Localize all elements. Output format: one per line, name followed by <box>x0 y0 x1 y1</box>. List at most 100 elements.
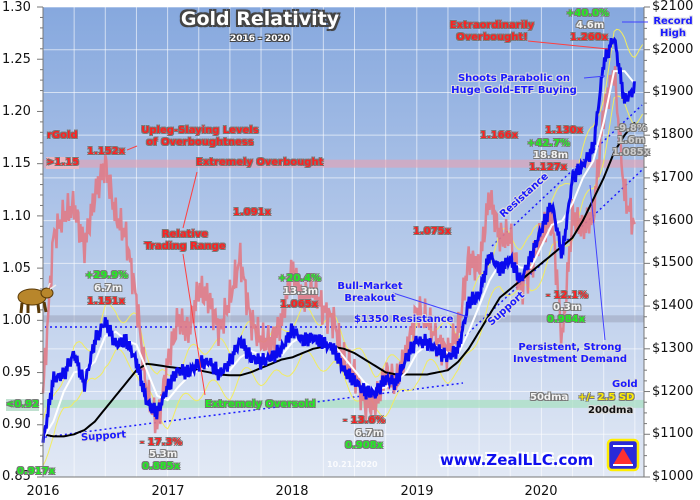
left-tick: 0.90 <box>2 417 31 432</box>
extraordinary-arrow <box>527 40 609 50</box>
downleg-rgold: 1.085x <box>612 147 651 158</box>
upleg-duration: 4.6m <box>576 20 605 31</box>
right-tick: $1200 <box>652 383 694 399</box>
downleg-loss: -9.8% <box>615 123 647 134</box>
overbought-marker: >1.15 <box>46 157 80 169</box>
date-stamp: 10.21.2020 <box>327 460 378 469</box>
website-link[interactable]: www.ZealLLC.com <box>440 451 594 469</box>
right-tick: $1400 <box>652 298 694 314</box>
rgold-value: 1.075x <box>413 226 452 237</box>
parabolic-label-1: Shoots Parabolic on <box>457 73 571 84</box>
legend-bands: +/- 2.5 SD <box>578 392 635 403</box>
parabolic-label-2: Huge Gold-ETF Buying <box>451 85 577 96</box>
upleg-label-1: Upleg-Slaying Levels <box>141 125 259 136</box>
left-tick: 1.20 <box>2 104 31 119</box>
upleg-rgold: 1.065x <box>280 299 319 310</box>
left-tick: 0.85 <box>2 469 31 484</box>
rgold-label: rGold <box>47 130 78 141</box>
left-tick: 1.30 <box>2 0 31 15</box>
series <box>41 28 644 466</box>
oversold-arrow <box>182 253 206 396</box>
right-tick: $1000 <box>652 469 694 484</box>
x-tick: 2020 <box>524 484 558 499</box>
rgold-value: 1.130x <box>545 125 584 136</box>
record-high-label-2: High <box>659 28 687 39</box>
downleg-rgold: 0.908x <box>345 440 384 451</box>
downleg-duration: 1.6m <box>617 135 646 146</box>
channel-resistance-line <box>491 104 643 247</box>
right-tick: $1100 <box>652 426 694 442</box>
relative-range-label-2: Trading Range <box>144 241 226 252</box>
downleg-loss: - 12.1% <box>546 290 589 301</box>
left-tick: 1.10 <box>2 209 31 224</box>
investment-arrow <box>589 184 606 341</box>
extremely-oversold-label: Extremely Oversold <box>205 399 316 410</box>
parabolic-arrow <box>583 75 606 79</box>
resistance-1350-label: $1350 Resistance <box>354 314 454 325</box>
upleg-gain: +40.0% <box>566 8 610 19</box>
upleg-gain: +20.4% <box>278 273 322 284</box>
bull-icon <box>17 282 57 314</box>
bands <box>43 159 644 408</box>
upleg-gain: +42.7% <box>527 138 571 149</box>
right-tick: $1700 <box>652 169 694 185</box>
oversold-band <box>43 399 644 408</box>
relative-range-label-1: Relative <box>161 229 209 240</box>
left-tick: 1.00 <box>2 313 31 328</box>
investment-demand-label-1: Persistent, Strong <box>518 342 622 353</box>
left-tick: 1.15 <box>2 156 31 171</box>
upleg-duration: 18.8m <box>533 150 569 161</box>
annotation-arrows <box>126 21 648 396</box>
extremely-overbought-label: Extremely Overbought <box>196 157 324 168</box>
left-tick: 1.05 <box>2 261 31 276</box>
extraordinary-label-2: Overbought! <box>456 32 528 43</box>
downleg-duration: 6.7m <box>355 428 384 439</box>
overbought-band <box>43 159 644 168</box>
200dma-line <box>42 121 636 438</box>
zeal-logo-icon <box>606 438 640 472</box>
upleg-gain: +29.9% <box>85 270 129 281</box>
overbought-arrow <box>182 171 198 229</box>
right-tick: $1500 <box>652 255 694 271</box>
extraordinary-label-1: Extraordinarily <box>449 20 535 31</box>
axes <box>37 6 650 478</box>
x-tick: 2018 <box>275 484 309 499</box>
downleg-loss: - 13.6% <box>343 415 386 426</box>
gold-price-line <box>41 36 636 443</box>
chart-subtitle: 2016 - 2020 <box>229 34 291 44</box>
upleg-duration: 6.7m <box>94 283 123 294</box>
rgold-value: 1.152x <box>87 146 126 157</box>
upleg-arrow <box>126 145 138 151</box>
right-tick: $2000 <box>652 41 694 57</box>
legend-gold: Gold <box>612 379 638 390</box>
breakout-label-1: Bull-Market <box>337 281 403 292</box>
rgold-value: 1.091x <box>233 207 272 218</box>
breakout-label-2: Breakout <box>344 293 396 304</box>
right-tick: $1900 <box>652 84 694 100</box>
downleg-rgold: 0.885x <box>142 461 181 472</box>
upleg-rgold: 1.260x <box>570 32 609 43</box>
x-tick: 2016 <box>26 484 60 499</box>
left-tick: 0.95 <box>2 365 31 380</box>
right-tick: $1600 <box>652 212 694 228</box>
rgold-low-value: 0.917x <box>17 466 56 477</box>
record-high-label-1: Record <box>653 16 693 27</box>
upleg-rgold: 1.151x <box>87 296 126 307</box>
right-tick: $1300 <box>652 340 694 356</box>
legend-200dma: 200dma <box>588 405 634 416</box>
50dma-line <box>42 70 636 440</box>
breakout-arrow <box>392 292 469 318</box>
downleg-loss: - 17.3% <box>140 437 183 448</box>
downleg-duration: 0.3m <box>553 302 582 313</box>
investment-demand-label-2: Investment Demand <box>513 354 627 365</box>
x-tick: 2019 <box>400 484 434 499</box>
rgold-value: 1.166x <box>480 130 519 141</box>
upleg-rgold: 1.127x <box>529 162 568 173</box>
x-tick: 2017 <box>151 484 185 499</box>
neutral-band <box>43 315 644 323</box>
downleg-rgold: 0.984x <box>547 314 586 325</box>
right-tick: $2100 <box>652 0 694 14</box>
oversold-marker: <0.92 <box>6 399 40 411</box>
chart-title: Gold Relativity <box>180 8 340 30</box>
